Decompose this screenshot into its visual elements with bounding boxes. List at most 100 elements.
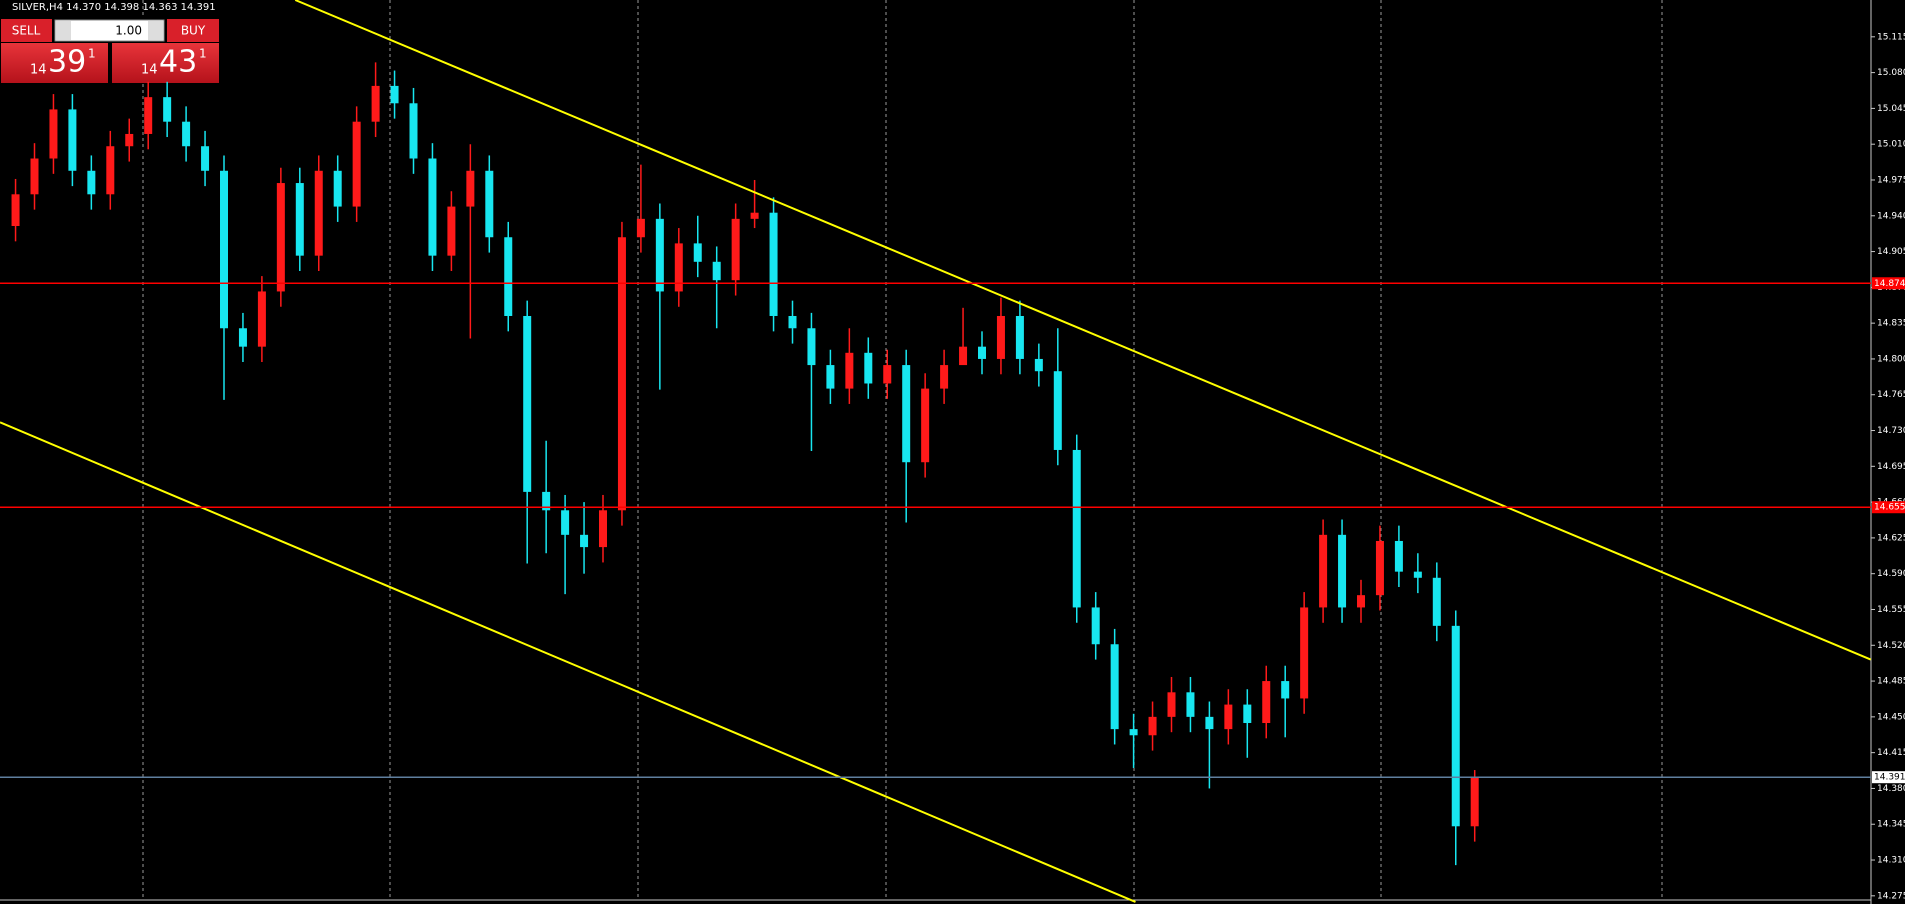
candle-body bbox=[883, 365, 892, 384]
trend-line bbox=[0, 421, 1136, 903]
y-tick-label: 15.080 bbox=[1877, 68, 1905, 78]
candle-body bbox=[902, 365, 911, 463]
candle-body bbox=[1357, 595, 1365, 608]
sell-button[interactable] bbox=[1, 19, 52, 42]
candle-body bbox=[1262, 681, 1271, 723]
buy-button[interactable] bbox=[167, 19, 219, 42]
trade-panel: SELL 1.00 BUY 14 39 1 14 43 1 bbox=[0, 18, 220, 84]
candle-body bbox=[87, 170, 96, 195]
candle-body bbox=[257, 291, 266, 347]
candle-body bbox=[11, 194, 20, 226]
candle-body bbox=[238, 328, 247, 347]
sell-price-pips: 39 bbox=[48, 45, 86, 80]
y-tick-label: 14.520 bbox=[1877, 641, 1905, 651]
level-label: 14.874 bbox=[1874, 279, 1905, 289]
y-tick-label: 14.450 bbox=[1877, 712, 1905, 722]
candle-body bbox=[1319, 534, 1328, 608]
candle-body bbox=[49, 109, 58, 159]
candle-body bbox=[636, 218, 645, 238]
candle-body bbox=[390, 85, 399, 104]
candle-body bbox=[731, 218, 740, 281]
y-tick-label: 14.800 bbox=[1877, 354, 1905, 364]
candle-body bbox=[655, 218, 664, 292]
candle-body bbox=[485, 170, 494, 238]
y-tick-label: 14.555 bbox=[1877, 605, 1905, 615]
sell-price-point: 1 bbox=[88, 47, 96, 61]
period-separators bbox=[142, 0, 1663, 900]
candle-body bbox=[978, 346, 986, 359]
y-tick-label: 14.380 bbox=[1877, 784, 1905, 794]
candle-body bbox=[409, 103, 418, 159]
candle-body bbox=[1375, 540, 1384, 596]
sell-label: SELL bbox=[12, 24, 41, 38]
candle-body bbox=[1300, 607, 1309, 699]
candle-body bbox=[106, 146, 115, 195]
buy-price-big: 14 bbox=[141, 63, 158, 78]
y-tick-label: 14.975 bbox=[1877, 175, 1905, 185]
y-tick-label: 14.625 bbox=[1877, 533, 1905, 543]
candle-body bbox=[693, 243, 702, 262]
candle-body bbox=[1148, 716, 1157, 736]
lot-value: 1.00 bbox=[115, 24, 142, 38]
candle-body bbox=[276, 183, 285, 292]
buy-price-pips: 43 bbox=[159, 45, 197, 80]
y-tick-label: 14.730 bbox=[1877, 426, 1905, 436]
sell-price-big: 14 bbox=[30, 63, 47, 78]
candle-body bbox=[68, 109, 77, 171]
candle-body bbox=[1053, 371, 1062, 450]
candle-body bbox=[1432, 577, 1441, 626]
candle-body bbox=[504, 237, 513, 316]
candle-body bbox=[314, 170, 323, 256]
y-tick-label: 14.765 bbox=[1877, 390, 1905, 400]
y-tick-label: 14.345 bbox=[1877, 820, 1905, 830]
y-tick-label: 14.590 bbox=[1877, 569, 1905, 579]
candle-body bbox=[371, 85, 380, 122]
lot-up[interactable] bbox=[148, 21, 163, 40]
chart-header: SILVER,H4 14.370 14.398 14.363 14.391 bbox=[12, 2, 216, 13]
candle-body bbox=[466, 170, 475, 207]
buy-price-box[interactable] bbox=[112, 43, 219, 83]
candle-body bbox=[333, 170, 342, 207]
candle-body bbox=[182, 121, 191, 147]
buy-label: BUY bbox=[181, 24, 206, 38]
candle-body bbox=[1243, 704, 1252, 723]
candle-body bbox=[447, 206, 456, 256]
sell-price-box[interactable] bbox=[1, 43, 108, 83]
candle-body bbox=[769, 212, 778, 316]
candle-body bbox=[1470, 777, 1479, 827]
lot-input[interactable] bbox=[54, 19, 165, 42]
lot-down[interactable] bbox=[56, 21, 71, 40]
candle-body bbox=[1186, 692, 1195, 717]
candle-body bbox=[580, 534, 589, 548]
candle-body bbox=[1110, 644, 1119, 730]
candle-body bbox=[617, 237, 626, 511]
trend-line bbox=[294, 0, 1872, 661]
candle-body bbox=[1224, 704, 1233, 730]
y-tick-label: 14.940 bbox=[1877, 211, 1905, 221]
y-tick-label: 15.115 bbox=[1877, 32, 1905, 42]
candle-body bbox=[788, 315, 797, 329]
candle-body bbox=[1015, 315, 1024, 359]
candle-body bbox=[1091, 607, 1100, 645]
candle-body bbox=[1034, 358, 1043, 372]
candle-body bbox=[712, 261, 721, 281]
candle-body bbox=[940, 365, 949, 389]
candle-body bbox=[1205, 716, 1214, 730]
level-label-box bbox=[1872, 771, 1905, 784]
y-tick-label: 15.045 bbox=[1877, 104, 1905, 114]
level-label: 14.391 bbox=[1874, 773, 1905, 783]
candle-body bbox=[807, 328, 816, 366]
level-label-box bbox=[1872, 501, 1905, 514]
level-label: 14.655 bbox=[1874, 503, 1905, 513]
y-tick-label: 14.275 bbox=[1877, 891, 1905, 901]
candle-body bbox=[220, 170, 228, 329]
level-label-box bbox=[1872, 277, 1905, 290]
y-tick-label: 14.905 bbox=[1877, 247, 1905, 257]
candle-body bbox=[1413, 571, 1422, 578]
candle-body bbox=[352, 121, 361, 207]
candle-body bbox=[201, 146, 210, 171]
y-tick-label: 14.310 bbox=[1877, 856, 1905, 866]
